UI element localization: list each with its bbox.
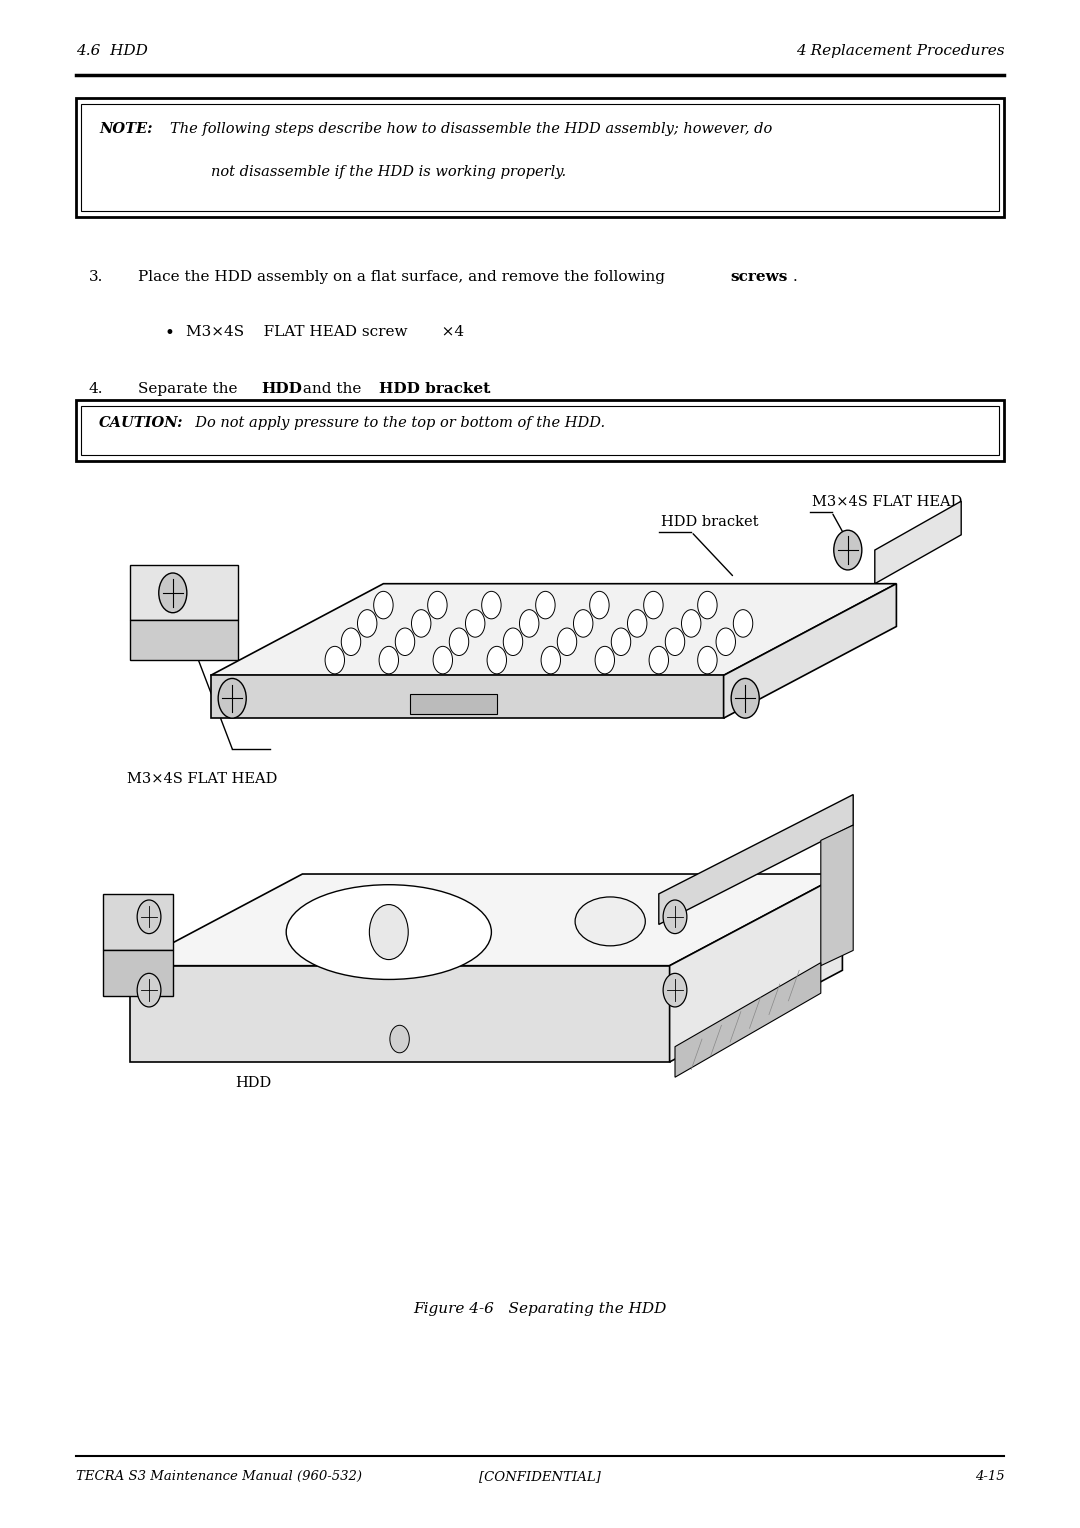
Circle shape	[681, 610, 701, 637]
Polygon shape	[103, 894, 173, 950]
Circle shape	[379, 646, 399, 674]
Circle shape	[357, 610, 377, 637]
Polygon shape	[130, 565, 238, 620]
Text: Separate the: Separate the	[138, 382, 243, 396]
Polygon shape	[130, 874, 842, 966]
Text: not disassemble if the HDD is working properly.: not disassemble if the HDD is working pr…	[211, 165, 566, 179]
Text: HDD: HDD	[235, 1076, 272, 1089]
Circle shape	[595, 646, 615, 674]
Circle shape	[716, 628, 735, 656]
Circle shape	[218, 678, 246, 718]
FancyBboxPatch shape	[76, 98, 1004, 217]
Circle shape	[663, 973, 687, 1007]
Circle shape	[482, 591, 501, 619]
Text: 4.6  HDD: 4.6 HDD	[76, 44, 148, 58]
Circle shape	[325, 646, 345, 674]
Circle shape	[733, 610, 753, 637]
Polygon shape	[211, 584, 896, 675]
Circle shape	[433, 646, 453, 674]
Polygon shape	[130, 620, 238, 660]
Circle shape	[395, 628, 415, 656]
Text: HDD bracket: HDD bracket	[379, 382, 490, 396]
Text: TECRA S3 Maintenance Manual (960-532): TECRA S3 Maintenance Manual (960-532)	[76, 1470, 362, 1484]
Text: [CONFIDENTIAL]: [CONFIDENTIAL]	[480, 1470, 600, 1484]
FancyBboxPatch shape	[81, 104, 999, 211]
Ellipse shape	[286, 885, 491, 979]
Polygon shape	[675, 963, 821, 1077]
Circle shape	[627, 610, 647, 637]
Polygon shape	[130, 966, 670, 1062]
Text: 4 Replacement Procedures: 4 Replacement Procedures	[796, 44, 1004, 58]
Text: M3×4S    FLAT HEAD screw       ×4: M3×4S FLAT HEAD screw ×4	[186, 325, 464, 339]
Circle shape	[590, 591, 609, 619]
Polygon shape	[103, 950, 173, 996]
Circle shape	[159, 573, 187, 613]
Text: 3.: 3.	[89, 270, 103, 284]
Text: 4-15: 4-15	[975, 1470, 1004, 1484]
Circle shape	[698, 591, 717, 619]
Circle shape	[541, 646, 561, 674]
Circle shape	[731, 678, 759, 718]
Circle shape	[411, 610, 431, 637]
Circle shape	[536, 591, 555, 619]
Circle shape	[644, 591, 663, 619]
Circle shape	[573, 610, 593, 637]
Circle shape	[390, 1025, 409, 1053]
Text: HDD bracket: HDD bracket	[661, 515, 758, 529]
Polygon shape	[670, 874, 842, 1062]
Circle shape	[519, 610, 539, 637]
Text: NOTE:: NOTE:	[99, 122, 153, 136]
Circle shape	[465, 610, 485, 637]
Circle shape	[487, 646, 507, 674]
Text: screws: screws	[730, 270, 787, 284]
Polygon shape	[659, 795, 853, 924]
Circle shape	[649, 646, 669, 674]
Circle shape	[663, 900, 687, 934]
Text: CAUTION:: CAUTION:	[99, 416, 184, 429]
Circle shape	[137, 900, 161, 934]
Circle shape	[698, 646, 717, 674]
Circle shape	[369, 905, 408, 960]
Circle shape	[834, 530, 862, 570]
Text: M3×4S FLAT HEAD: M3×4S FLAT HEAD	[127, 772, 278, 785]
Text: Place the HDD assembly on a flat surface, and remove the following: Place the HDD assembly on a flat surface…	[138, 270, 670, 284]
Text: .: .	[793, 270, 797, 284]
FancyBboxPatch shape	[81, 406, 999, 455]
FancyBboxPatch shape	[410, 694, 497, 714]
Circle shape	[503, 628, 523, 656]
Circle shape	[137, 973, 161, 1007]
Text: The following steps describe how to disassemble the HDD assembly; however, do: The following steps describe how to disa…	[170, 122, 772, 136]
Text: M3×4S FLAT HEAD: M3×4S FLAT HEAD	[812, 495, 962, 509]
Circle shape	[449, 628, 469, 656]
Circle shape	[611, 628, 631, 656]
Circle shape	[428, 591, 447, 619]
FancyBboxPatch shape	[76, 400, 1004, 461]
Text: HDD: HDD	[261, 382, 302, 396]
Circle shape	[374, 591, 393, 619]
Text: •: •	[164, 325, 174, 342]
Ellipse shape	[575, 897, 646, 946]
Polygon shape	[821, 825, 853, 966]
Circle shape	[341, 628, 361, 656]
Text: 4.: 4.	[89, 382, 103, 396]
Polygon shape	[724, 584, 896, 718]
Polygon shape	[875, 501, 961, 584]
Polygon shape	[211, 675, 724, 718]
Circle shape	[665, 628, 685, 656]
Text: Figure 4-6   Separating the HDD: Figure 4-6 Separating the HDD	[414, 1302, 666, 1316]
Circle shape	[557, 628, 577, 656]
Text: .: .	[487, 382, 491, 396]
Text: and the: and the	[298, 382, 366, 396]
Text: Do not apply pressure to the top or bottom of the HDD.: Do not apply pressure to the top or bott…	[186, 416, 605, 429]
